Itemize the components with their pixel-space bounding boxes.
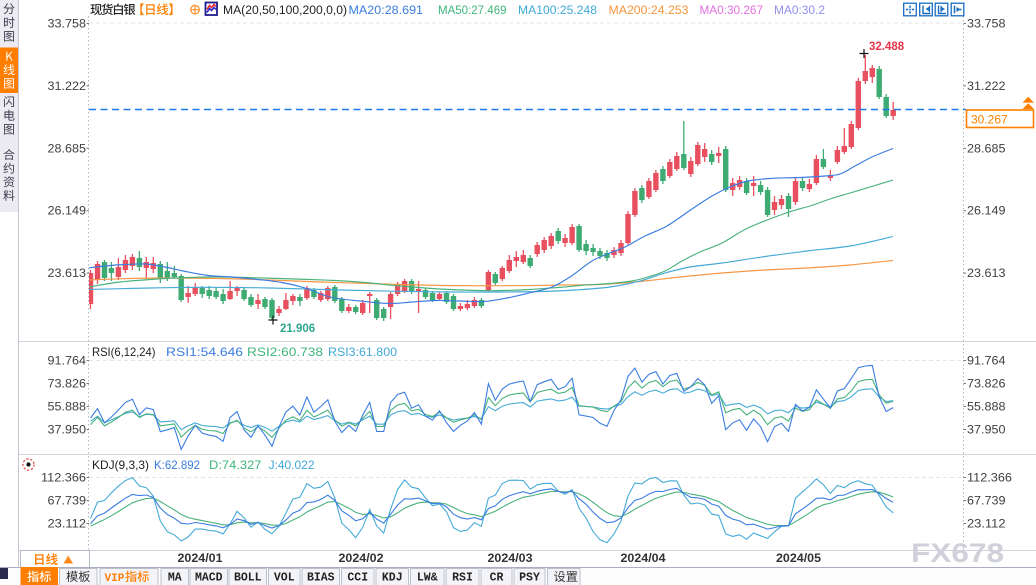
svg-text:D:74.327: D:74.327 xyxy=(209,458,262,472)
svg-text:MA(20,50,100,200,0,0): MA(20,50,100,200,0,0) xyxy=(223,3,347,17)
svg-text:23.112: 23.112 xyxy=(48,519,87,531)
svg-text:PSY: PSY xyxy=(519,572,540,585)
svg-text:MA0:30.2: MA0:30.2 xyxy=(774,3,825,17)
svg-text:67.739: 67.739 xyxy=(967,496,1006,508)
svg-text:MA0:30.267: MA0:30.267 xyxy=(700,3,764,17)
svg-text:28.685: 28.685 xyxy=(967,143,1006,155)
svg-text:RSI: RSI xyxy=(452,572,473,585)
svg-text:31.222: 31.222 xyxy=(48,81,87,93)
svg-text:KDJ(9,3,3): KDJ(9,3,3) xyxy=(92,458,149,472)
svg-text:VOL: VOL xyxy=(274,572,295,585)
svg-text:23.613: 23.613 xyxy=(48,268,87,280)
svg-text:BOLL: BOLL xyxy=(234,572,262,585)
svg-text:30.267: 30.267 xyxy=(971,113,1008,127)
svg-text:2024/04: 2024/04 xyxy=(621,553,667,565)
svg-text:37.950: 37.950 xyxy=(967,425,1006,437)
svg-text:112.366: 112.366 xyxy=(967,473,1012,485)
svg-text:33.758: 33.758 xyxy=(48,19,87,31)
svg-text:26.149: 26.149 xyxy=(967,206,1006,218)
svg-text:26.149: 26.149 xyxy=(48,206,87,218)
svg-text:RSI3:61.800: RSI3:61.800 xyxy=(328,345,397,359)
svg-text:MA100:25.248: MA100:25.248 xyxy=(518,3,597,17)
svg-text:28.685: 28.685 xyxy=(48,143,87,155)
svg-text:RSI2:60.738: RSI2:60.738 xyxy=(247,345,323,359)
svg-text:MA20:28.691: MA20:28.691 xyxy=(349,3,424,17)
svg-text:55.888: 55.888 xyxy=(48,402,87,414)
svg-text:KDJ: KDJ xyxy=(382,572,403,585)
svg-text:31.222: 31.222 xyxy=(967,81,1006,93)
svg-text:91.764: 91.764 xyxy=(967,356,1006,368)
svg-text:73.826: 73.826 xyxy=(48,379,87,391)
svg-text:23.613: 23.613 xyxy=(967,268,1006,280)
svg-text:2024/02: 2024/02 xyxy=(339,553,384,565)
svg-text:112.366: 112.366 xyxy=(41,473,86,485)
svg-text:MA200:24.253: MA200:24.253 xyxy=(609,3,689,17)
svg-text:23.112: 23.112 xyxy=(967,519,1006,531)
svg-text:73.826: 73.826 xyxy=(967,379,1006,391)
svg-text:32.488: 32.488 xyxy=(869,41,905,53)
svg-text:J:40.022: J:40.022 xyxy=(269,458,315,472)
svg-text:MA: MA xyxy=(168,572,182,585)
svg-text:FX678: FX678 xyxy=(911,538,1004,568)
svg-text:2024/05: 2024/05 xyxy=(776,553,822,565)
svg-text:RSI1:54.646: RSI1:54.646 xyxy=(166,345,244,359)
svg-text:MACD: MACD xyxy=(195,572,223,585)
svg-text:55.888: 55.888 xyxy=(967,402,1006,414)
svg-text:91.764: 91.764 xyxy=(48,356,87,368)
svg-text:K:62.892: K:62.892 xyxy=(154,458,200,472)
svg-text:21.906: 21.906 xyxy=(280,323,315,335)
svg-text:67.739: 67.739 xyxy=(48,496,87,508)
svg-text:2024/01: 2024/01 xyxy=(178,553,224,565)
svg-text:MA50:27.469: MA50:27.469 xyxy=(438,3,507,17)
svg-text:2024/03: 2024/03 xyxy=(488,553,533,565)
svg-text:CR: CR xyxy=(490,572,504,585)
svg-text:33.758: 33.758 xyxy=(967,19,1006,31)
svg-text:VIP: VIP xyxy=(105,573,125,585)
svg-text:RSI(6,12,24): RSI(6,12,24) xyxy=(92,345,156,359)
svg-text:CCI: CCI xyxy=(347,572,368,585)
svg-text:BIAS: BIAS xyxy=(307,572,335,585)
svg-text:LW&: LW& xyxy=(417,572,438,585)
svg-text:37.950: 37.950 xyxy=(48,425,87,437)
